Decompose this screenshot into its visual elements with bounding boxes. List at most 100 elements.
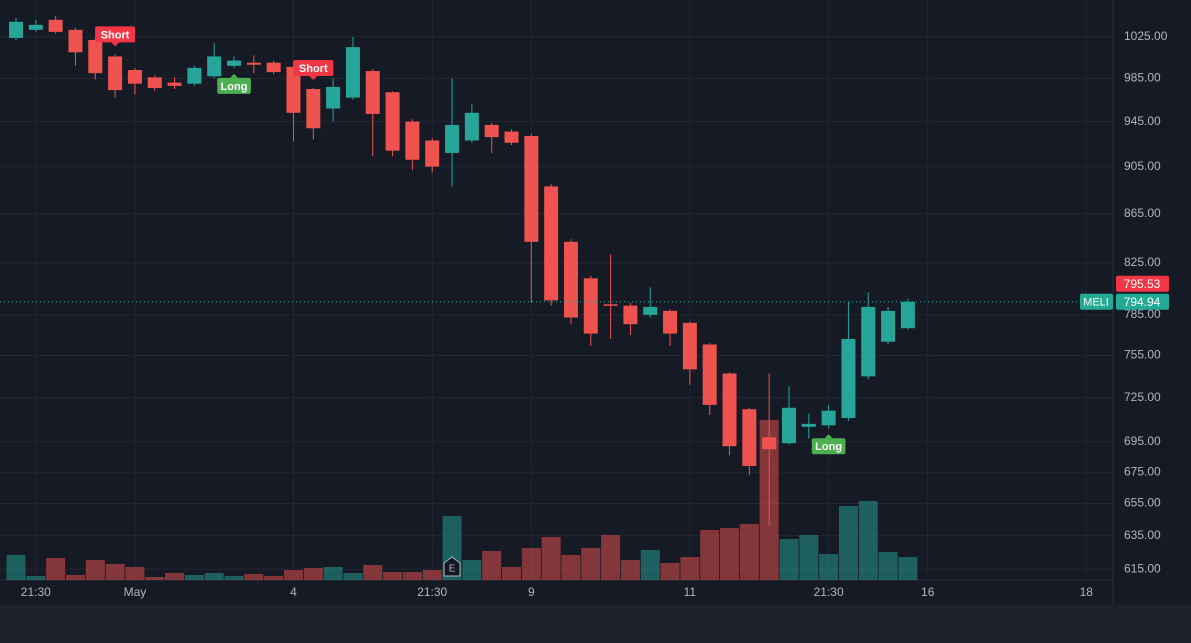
volume-bar [541,537,561,580]
volume-bar [700,530,720,580]
candle-body [127,69,142,84]
volume-bar [402,572,422,580]
y-tick-label: 675.00 [1124,464,1161,478]
signal-pointer [309,75,318,80]
signal-pointer [824,434,833,439]
x-tick-label: 21:30 [21,585,51,599]
candle-body [504,131,519,143]
event-shape [443,556,461,577]
volume-bar [581,548,601,580]
signal-box [811,438,846,455]
y-tick-label: 905.00 [1124,159,1161,173]
candle-body [227,60,242,66]
volume-bar [264,576,284,580]
volume-bar [521,548,541,580]
volume-bar [482,551,502,580]
candle-body [881,310,896,342]
volume-bar [105,564,125,580]
candle-body [286,66,301,113]
candle-body [524,136,539,242]
volume-bar [779,539,799,580]
grid [0,0,1113,580]
candle-body [484,124,499,138]
event-marker[interactable]: E [443,556,461,577]
candle-body [246,62,261,65]
candle-body [861,306,876,377]
signal-box [293,59,334,76]
x-tick-label: 11 [684,585,697,599]
signal-text: Long [815,441,842,453]
y-tick-label: 725.00 [1124,390,1161,404]
candle-body [801,423,816,427]
signal-text: Short [299,63,328,75]
volume-bar [502,567,521,580]
candle-body [207,56,222,77]
signal-pointer [230,73,239,78]
signal-label: Short [95,26,136,47]
volume-bar [165,573,185,580]
volume-bar [838,506,858,580]
signal-box [217,77,251,94]
candle-body [147,77,162,88]
volume-bar [303,568,323,580]
volume-bar [383,572,403,580]
candle-body [603,304,618,306]
candle-body [781,407,796,444]
x-tick-label: 21:30 [417,585,447,599]
candle-body [385,92,400,151]
candle-body [345,47,360,98]
signal-box [95,26,136,43]
x-tick-label: 18 [1080,585,1094,599]
x-tick-label: 4 [290,585,297,599]
price-label: 795.53 [1124,277,1161,291]
volume-bar [65,575,85,580]
volume-bar [343,573,363,580]
price-label-box [1116,293,1169,310]
candle-body [425,140,440,167]
candle-body [544,186,559,301]
y-tick-label: 1025.00 [1124,29,1168,43]
signal-text: Short [101,29,130,41]
volume-bar [858,501,878,580]
x-tick-label: 9 [528,585,535,599]
volume-bar [660,563,680,580]
candle-body [108,56,123,91]
candle-body [762,437,777,450]
candle-body [306,89,321,129]
signal-label: Short [293,59,334,80]
candle-body [326,86,341,109]
volume-bar [601,535,621,580]
candle-body [464,112,479,141]
candle-body [623,305,638,325]
candle-body [841,339,856,418]
signal-label: Long [811,434,846,455]
volume-bar [26,576,46,580]
volume-bar [819,554,839,580]
candle-body [445,124,460,153]
volume-bar [125,567,145,580]
candle-body [365,71,380,114]
volume-bar [462,560,482,580]
candle-body [821,410,836,426]
volume-bar [680,557,700,580]
symbol-box [1080,293,1113,310]
volume-bar [6,555,26,580]
candle-body [187,67,202,84]
y-tick-label: 615.00 [1124,561,1161,575]
volume-bar [878,552,898,580]
volume-layer [6,420,918,580]
signal-label: Long [217,73,251,94]
candle-body [742,409,757,466]
volume-bar [323,567,343,580]
candle-body [9,21,23,38]
y-tick-label: 695.00 [1124,434,1161,448]
y-tick-label: 825.00 [1124,255,1161,269]
volume-bar [244,574,264,580]
overlay-layer: 1025.00 985.00 945.00 905.00 865.00 825.00 785… [0,26,1169,599]
price-label-box [1116,275,1169,292]
candle-body [900,301,915,329]
x-tick-label: 16 [921,585,935,599]
volume-bar [898,557,918,580]
y-tick-label: 865.00 [1124,206,1161,220]
